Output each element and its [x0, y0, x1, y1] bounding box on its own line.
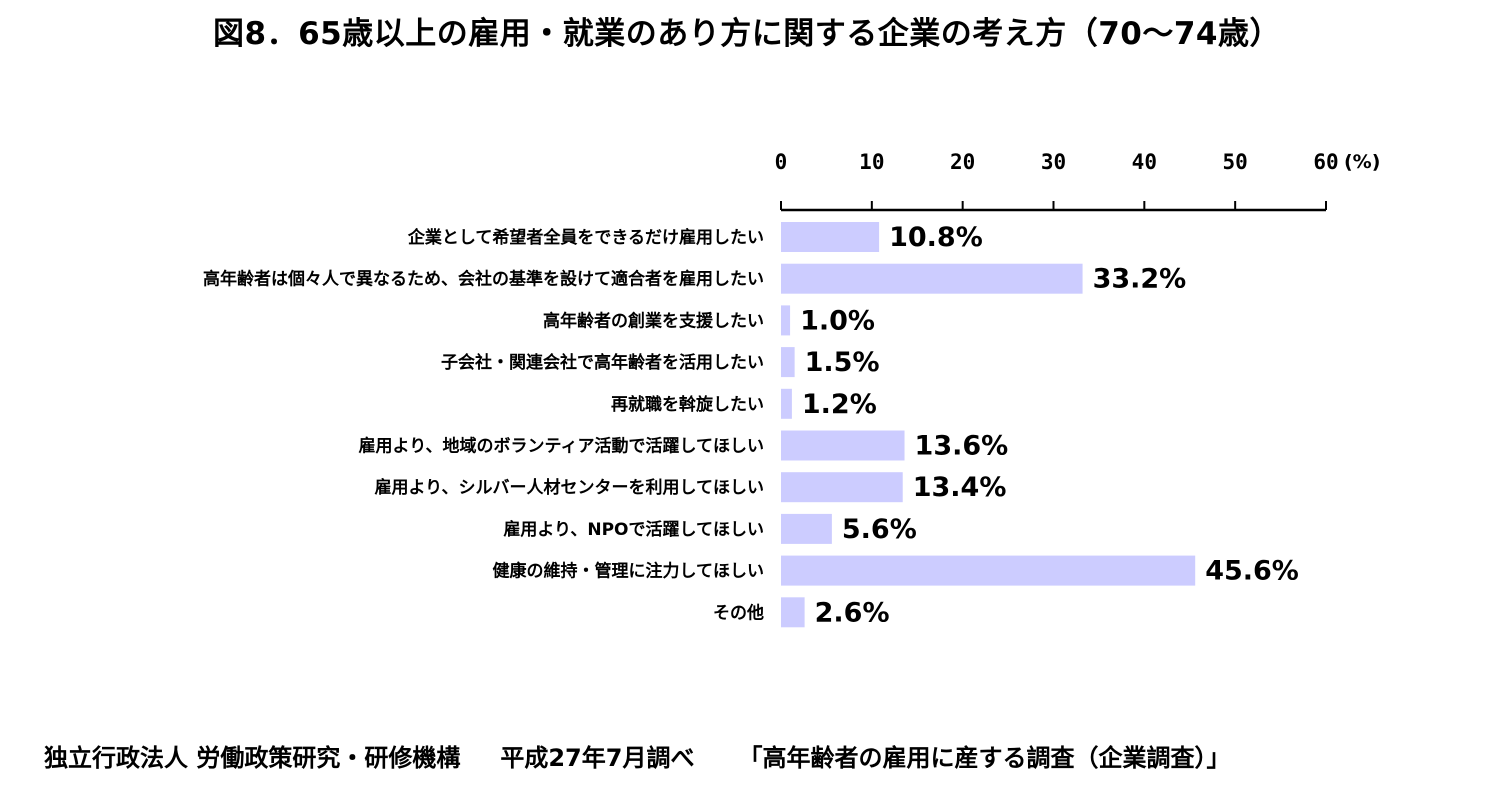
category-label: その他 — [713, 602, 764, 623]
category-label: 高年齢者は個々人で異なるため、会社の基準を設けて適合者を雇用したい — [203, 269, 764, 290]
bar — [781, 472, 903, 503]
value-label: 33.2% — [1093, 264, 1187, 295]
value-label: 5.6% — [842, 514, 917, 545]
value-label: 1.0% — [800, 305, 875, 336]
axis-unit-label: (%) — [1344, 151, 1380, 173]
bar — [781, 430, 905, 461]
category-label: 雇用より、シルバー人材センターを利用してほしい — [375, 477, 764, 498]
chart-title: 図8．65歳以上の雇用・就業のあり方に関する企業の考え方（70～74歳） — [213, 16, 1281, 52]
x-tick-label: 0 — [775, 150, 788, 174]
x-tick-label: 50 — [1223, 150, 1248, 174]
x-tick-label: 20 — [950, 150, 975, 174]
value-label: 13.4% — [913, 472, 1007, 503]
category-label: 雇用より、NPOで活躍してほしい — [503, 519, 764, 540]
category-label: 企業として希望者全員をできるだけ雇用したい — [407, 227, 764, 248]
value-labels: 10.8% 33.2% 1.0% 1.5% 1.2% 13.6% 13.4% 5.6% 45.6… — [800, 222, 1299, 628]
value-label: 10.8% — [889, 222, 983, 253]
category-label: 高年齢者の創業を支援したい — [543, 310, 764, 331]
footer-source: 独立行政法人 労働政策研究・研修機構 平成27年7月調べ 「高年齢者の雇用に産する調… — [44, 738, 1464, 773]
value-label: 13.6% — [915, 431, 1009, 462]
bar — [781, 513, 832, 544]
bar — [781, 305, 791, 336]
footer-date: 平成27年7月調べ — [500, 744, 695, 772]
category-label: 子会社・関連会社で高年齢者を活用したい — [441, 352, 764, 373]
x-tick-label: 40 — [1132, 150, 1157, 174]
x-tick-label: 30 — [1041, 150, 1066, 174]
category-label: 再就職を斡旋したい — [611, 394, 764, 415]
bars — [781, 222, 1196, 628]
category-label: 雇用より、地域のボランティア活動で活躍してほしい — [359, 436, 764, 457]
bar — [781, 263, 1083, 294]
bar — [781, 555, 1196, 586]
x-axis: 0 10 20 30 40 50 60 (%) — [775, 150, 1380, 212]
x-tick-label: 10 — [859, 150, 884, 174]
bar — [781, 222, 880, 252]
bar — [781, 597, 805, 628]
bar — [781, 347, 795, 378]
bar — [781, 388, 792, 419]
value-label: 1.5% — [805, 347, 880, 378]
category-labels: 企業として希望者全員をできるだけ雇用したい高年齢者は個々人で異なるため、会社の基… — [203, 227, 764, 623]
value-label: 45.6% — [1205, 556, 1299, 587]
footer-survey: 「高年齢者の雇用に産する調査（企業調査）」 — [738, 744, 1231, 772]
category-label: 健康の維持・管理に注力してほしい — [493, 561, 765, 582]
value-label: 1.2% — [802, 389, 877, 420]
x-tick-label: 60 — [1313, 150, 1338, 174]
footer-org: 独立行政法人 労働政策研究・研修機構 — [44, 744, 461, 772]
value-label: 2.6% — [815, 597, 890, 628]
